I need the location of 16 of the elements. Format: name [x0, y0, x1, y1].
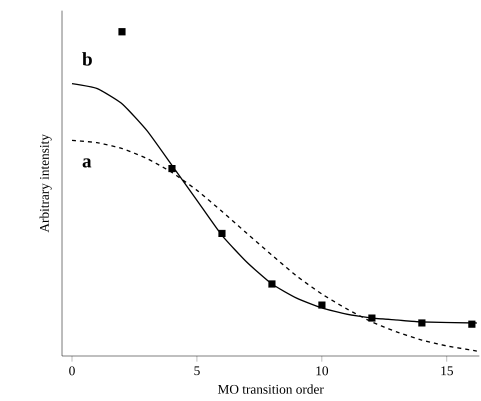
- x-tick-label: 0: [69, 366, 75, 376]
- series-label: a: [82, 158, 92, 168]
- x-tick-label: 10: [316, 366, 328, 376]
- point: [268, 280, 276, 288]
- point: [418, 319, 426, 327]
- x-axis-title: MO transition order: [218, 384, 324, 394]
- point: [218, 230, 226, 238]
- series-label: b: [82, 52, 92, 66]
- y-axis-title: Arbitrary intensity: [40, 134, 52, 232]
- x-tick-label: 15: [441, 366, 453, 376]
- point: [368, 314, 376, 322]
- x-tick-label: 5: [194, 366, 200, 376]
- point: [468, 320, 476, 328]
- point: [318, 302, 326, 309]
- point: [118, 28, 126, 36]
- point: [168, 164, 176, 172]
